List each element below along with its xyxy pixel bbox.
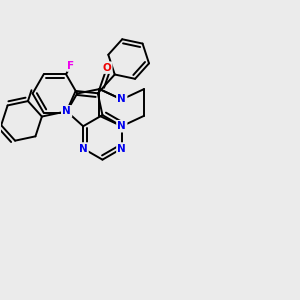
Text: N: N [62,106,71,116]
Text: N: N [79,143,88,154]
Text: N: N [117,94,126,104]
Text: F: F [68,61,75,70]
Text: O: O [103,63,111,73]
Text: N: N [117,143,126,154]
Text: N: N [117,121,126,131]
